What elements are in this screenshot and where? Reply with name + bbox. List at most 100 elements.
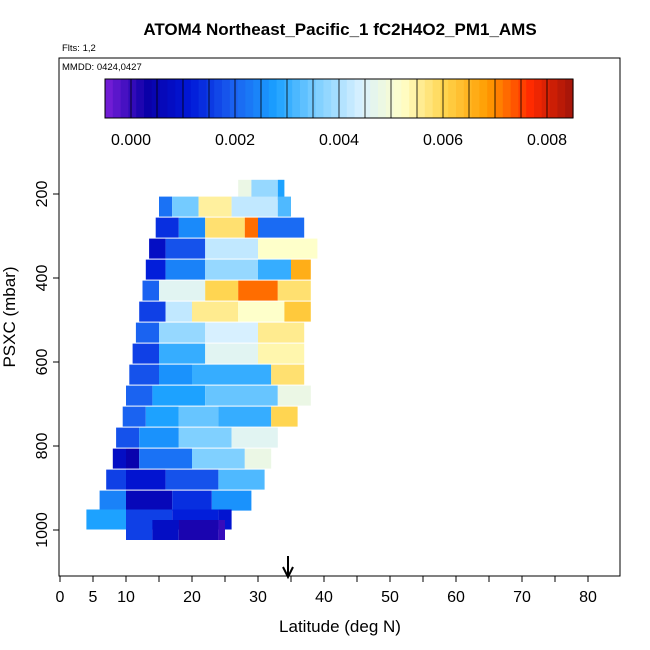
heatmap-cell [126,469,166,490]
colorbar: 0.000 0.002 0.004 0.006 0.008 [104,78,574,149]
heatmap-cell [116,427,140,448]
colorbar-segment [300,79,309,118]
colorbar-segment [144,79,153,118]
heatmap-cell [218,469,265,490]
colorbar-segment [315,79,324,118]
colorbar-tick-label: 0.006 [423,132,463,149]
y-axis: 200 400 600 800 1000 [34,181,59,548]
colorbar-segment [292,79,301,118]
colorbar-segment [261,79,270,118]
heatmap-cell [258,217,305,238]
colorbar-segment [307,79,317,118]
heatmap-cell [86,509,126,530]
colorbar-segment [222,79,231,118]
colorbar-segment [354,79,363,118]
heatmap-cell [159,322,206,343]
colorbar-segment [557,79,566,118]
colorbar-tick-label: 0.000 [111,132,151,149]
colorbar-segment [183,79,192,118]
heatmap-cell [277,385,311,406]
heatmap-cell [284,301,311,322]
latitude-marker-arrow [282,556,294,580]
colorbar-segment [159,79,168,118]
x-tick-label: 0 [56,589,65,606]
colorbar-segment [401,79,410,118]
heatmap-cell [258,322,305,343]
colorbar-segment [424,79,434,118]
colorbar-segment [276,79,285,118]
heatmap-cell [258,343,305,364]
heatmap-cell [159,196,173,217]
colorbar-segment [448,79,457,118]
heatmap-cell [258,259,291,280]
colorbar-segment [565,79,574,118]
heatmap-cell [192,448,245,469]
heatmap-cell [258,238,318,259]
colorbar-segment [432,79,441,118]
heatmap-cell [129,364,159,385]
heatmap-cell [122,406,146,427]
colorbar-segment [268,79,278,118]
heatmap-cell [218,406,272,427]
y-tick-label: 200 [34,181,51,208]
colorbar-segment [385,79,395,118]
colorbar-tick-label: 0.002 [215,132,255,149]
heatmap-cell [192,364,272,385]
colorbar-segment [136,79,145,118]
colorbar-segment [362,79,371,118]
colorbar-segment [331,79,340,118]
heatmap-cell [178,217,206,238]
x-tick-label: 40 [315,589,333,606]
x-tick-label: 70 [513,589,531,606]
colorbar-segment [253,79,262,118]
colorbar-segment [463,79,473,118]
heatmap-cell [205,385,278,406]
heatmap-cell [244,448,272,469]
x-tick-label: 80 [579,589,597,606]
colorbar-segment [339,79,348,118]
heatmap-cell [126,490,173,511]
colorbar-segment [393,79,402,118]
colorbar-segment [549,79,558,118]
heatmap-cell [126,520,153,540]
colorbar-segment [105,79,114,118]
colorbar-segment [510,79,519,118]
heatmap-cell [205,238,258,259]
colorbar-segment [120,79,129,118]
heatmap-cell [251,179,278,200]
x-tick-label: 5 [89,589,98,606]
colorbar-segment [471,79,480,118]
heatmap-cell [205,343,258,364]
x-tick-label: 10 [117,589,135,606]
heatmap-cell [139,301,166,322]
heatmap-cell [231,196,278,217]
heatmap-cell [178,406,219,427]
colorbar-segment [518,79,527,118]
x-tick-label: 60 [447,589,465,606]
heatmap-cell [205,217,245,238]
heatmap-cell [238,280,278,301]
heatmap-cell [155,217,179,238]
colorbar-segment [417,79,426,118]
heatmap-cell [165,469,219,490]
heatmap-cell [149,238,166,259]
heatmap-cell [112,448,126,469]
heatmap-cell [205,322,258,343]
heatmap-cell [159,280,206,301]
colorbar-segment [409,79,418,118]
heatmap-cell [172,490,212,511]
colorbar-segment [440,79,449,118]
heatmap-cell [271,406,298,427]
colorbar-segment [175,79,184,118]
heatmap-cell [192,301,239,322]
heatmap-cell [231,427,278,448]
flights-label: Flts: 1,2 [62,43,96,54]
heatmap-cell [139,427,179,448]
heatmap-cell [198,196,232,217]
heatmap-cell [106,469,126,490]
heatmap-cell [178,520,219,540]
colorbar-segment [112,79,122,118]
heatmap-cell [132,343,159,364]
heatmap-cell [145,406,179,427]
